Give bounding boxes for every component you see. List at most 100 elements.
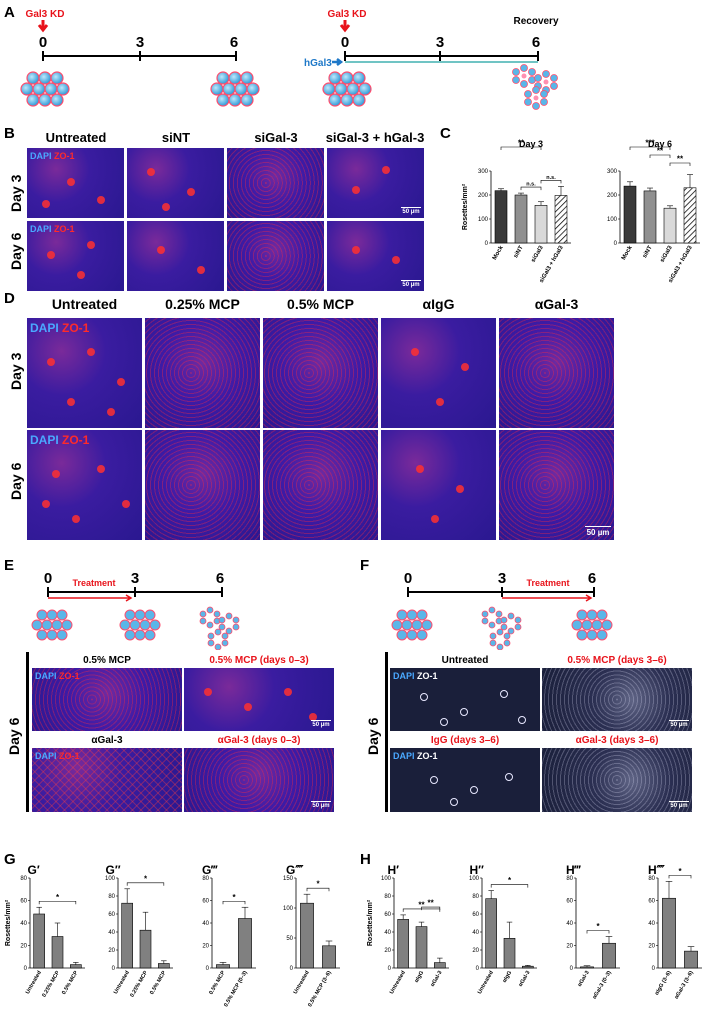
micrograph-f-agal3-d36: 50 µm xyxy=(542,748,692,812)
col-title-untreated: Untreated xyxy=(45,130,107,145)
sig-bracket xyxy=(669,162,691,166)
y-tick-label: 20 xyxy=(384,948,391,954)
y-tick-label: 100 xyxy=(478,217,489,223)
kd-arrow-left-icon xyxy=(37,20,49,33)
y-tick-label: 20 xyxy=(20,944,27,950)
sig-bracket xyxy=(222,900,246,905)
sig-bracket xyxy=(629,146,671,150)
panel-label-h: H xyxy=(360,851,371,868)
bar xyxy=(300,902,314,969)
col-title-agal3: αGal-3 xyxy=(534,296,579,312)
x-tick-label: Untreated xyxy=(113,970,131,995)
sig-label: n.s. xyxy=(546,175,556,181)
bar xyxy=(485,898,497,969)
y-tick-label: 80 xyxy=(108,894,115,900)
y-tick-label: 0 xyxy=(652,966,656,972)
stain-zo1: ZO-1 xyxy=(417,671,438,681)
bar xyxy=(662,897,676,969)
x-tick-label: αIgG xyxy=(502,970,513,984)
treatment-label-e: Treatment xyxy=(72,578,115,588)
x-tick-label: 0.5% MCP (3–6) xyxy=(307,970,333,1008)
micrograph-b-untreated-day6: DAPI ZO-1 xyxy=(27,221,124,291)
sig-label: * xyxy=(144,874,148,883)
recovery-label: Recovery xyxy=(513,16,558,27)
x-tick-label: αGal-3 xyxy=(577,970,591,988)
bar xyxy=(434,962,446,969)
sig-label: * xyxy=(596,922,600,931)
tile-title-untreated: Untreated xyxy=(441,655,489,666)
chart-panel-c: Day 3 0 100 200 300 Rosettes/mm² Mock siNT siGal… xyxy=(462,139,700,284)
sig-bracket xyxy=(306,887,330,892)
sig-bracket xyxy=(649,154,671,158)
micrograph-f-mcp05-d36: 50 µm xyxy=(542,668,692,731)
y-tick-label: 40 xyxy=(648,921,655,927)
micrograph-b-sigal3-day3 xyxy=(227,148,324,218)
panel-label-d: D xyxy=(4,290,15,307)
x-tick-label: siGal3 xyxy=(531,244,546,263)
sig-label: * xyxy=(316,880,320,889)
y-tick-label: 80 xyxy=(20,876,27,882)
x-tick-label: siGal3 xyxy=(660,244,675,263)
x-tick-label: αGal-3 (0–3) xyxy=(592,970,613,1000)
row-title-day6: Day 6 xyxy=(365,717,381,755)
y-tick-label: 80 xyxy=(384,894,391,900)
sig-label: * xyxy=(56,893,60,902)
micrograph-d-untreated-day3: DAPI ZO-1 xyxy=(27,318,142,428)
col-title-mcp025: 0.25% MCP xyxy=(165,296,240,312)
sig-bracket xyxy=(540,180,562,184)
bar xyxy=(580,966,594,969)
row-title-day3: Day 3 xyxy=(8,174,24,212)
micrograph-e-mcp05: DAPI ZO-1 xyxy=(32,668,182,731)
x-tick-label: αGal-3 xyxy=(518,970,532,988)
panel-label-c: C xyxy=(440,125,451,142)
y-tick-label: 40 xyxy=(202,921,209,927)
bar xyxy=(663,207,677,244)
tick-left-6: 6 xyxy=(230,34,238,51)
chart-title: G′ xyxy=(28,863,40,877)
stain-zo1: ZO-1 xyxy=(54,151,75,161)
micrograph-b-untreated-day3: DAPI ZO-1 xyxy=(27,148,124,218)
bracket-e xyxy=(26,652,29,812)
chart-C-day3: Day 3 0 100 200 300 Rosettes/mm² Mock siNT siGal… xyxy=(462,139,571,284)
y-tick-label: 0 xyxy=(290,966,294,972)
sig-label: * xyxy=(232,893,236,902)
sig-label: ** xyxy=(657,147,664,156)
treatment-label-f: Treatment xyxy=(526,578,569,588)
tile-title-agal3-d36: αGal-3 (days 3–6) xyxy=(575,735,659,746)
micrograph-b-sigal3-hgal3-day6: 50 µm xyxy=(327,221,424,291)
sig-bracket xyxy=(668,875,692,879)
sig-bracket xyxy=(520,186,542,191)
bar xyxy=(33,913,45,969)
bar xyxy=(602,942,616,969)
cell-cluster-icon xyxy=(31,609,73,641)
tick-left-3: 3 xyxy=(136,34,144,51)
y-tick-label: 40 xyxy=(472,930,479,936)
x-tick-label: Untreated xyxy=(389,970,407,995)
chart-title: H⁗ xyxy=(648,863,666,877)
sig-bracket xyxy=(126,882,165,886)
scale-bar-label: 50 µm xyxy=(312,803,330,809)
col-title-aigg: αIgG xyxy=(422,296,455,312)
micrograph-d-mcp05-day6 xyxy=(263,430,378,540)
sig-label: ** xyxy=(677,155,684,164)
panel-f-timeline: 0 3 6 Treatment xyxy=(391,570,613,650)
treatment-arrow-icon xyxy=(502,594,593,602)
bar xyxy=(158,963,170,969)
panel-label-g: G xyxy=(4,851,16,868)
x-tick-label: 0.5% MCP (0–3) xyxy=(223,970,249,1008)
micrograph-d-mcp025-day6 xyxy=(145,430,260,540)
chart-H1: H′ 0 20 40 60 80 100 Rosettes/mm² Untreated αIgG α… xyxy=(367,863,449,995)
scale-bar-label: 50 µm xyxy=(402,282,420,288)
micrograph-d-mcp05-day3 xyxy=(263,318,378,428)
micrograph-d-agal3-day3 xyxy=(499,318,614,428)
sig-label: ** xyxy=(518,139,525,148)
bar xyxy=(534,205,548,244)
bar xyxy=(623,185,637,244)
tick-right-0: 0 xyxy=(341,34,349,51)
panel-label-b: B xyxy=(4,125,15,142)
y-axis-label: Rosettes/mm² xyxy=(367,899,374,946)
stain-dapi: DAPI xyxy=(393,751,415,761)
